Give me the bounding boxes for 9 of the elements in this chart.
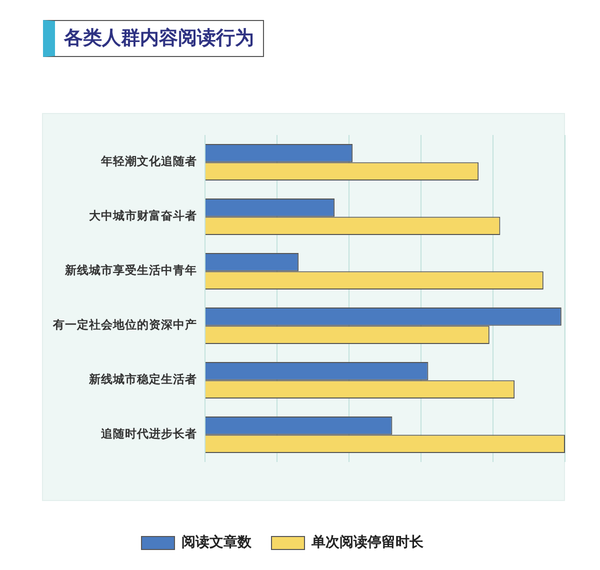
- y-tick-label: 新线城市享受生活中青年: [64, 263, 197, 278]
- y-tick-label: 年轻潮文化追随者: [100, 154, 197, 168]
- y-tick-label: 追随时代进步长者: [100, 426, 197, 441]
- y-tick-label: 大中城市财富奋斗者: [89, 208, 197, 223]
- legend-label: 阅读文章数: [182, 534, 252, 551]
- y-tick-label: 有一定社会地位的资深中产: [52, 318, 197, 332]
- legend-label: 单次阅读停留时长: [310, 534, 424, 551]
- y-tick-label: 新线城市稳定生活者: [88, 372, 197, 386]
- chart-title: 各类人群内容阅读行为: [43, 20, 264, 57]
